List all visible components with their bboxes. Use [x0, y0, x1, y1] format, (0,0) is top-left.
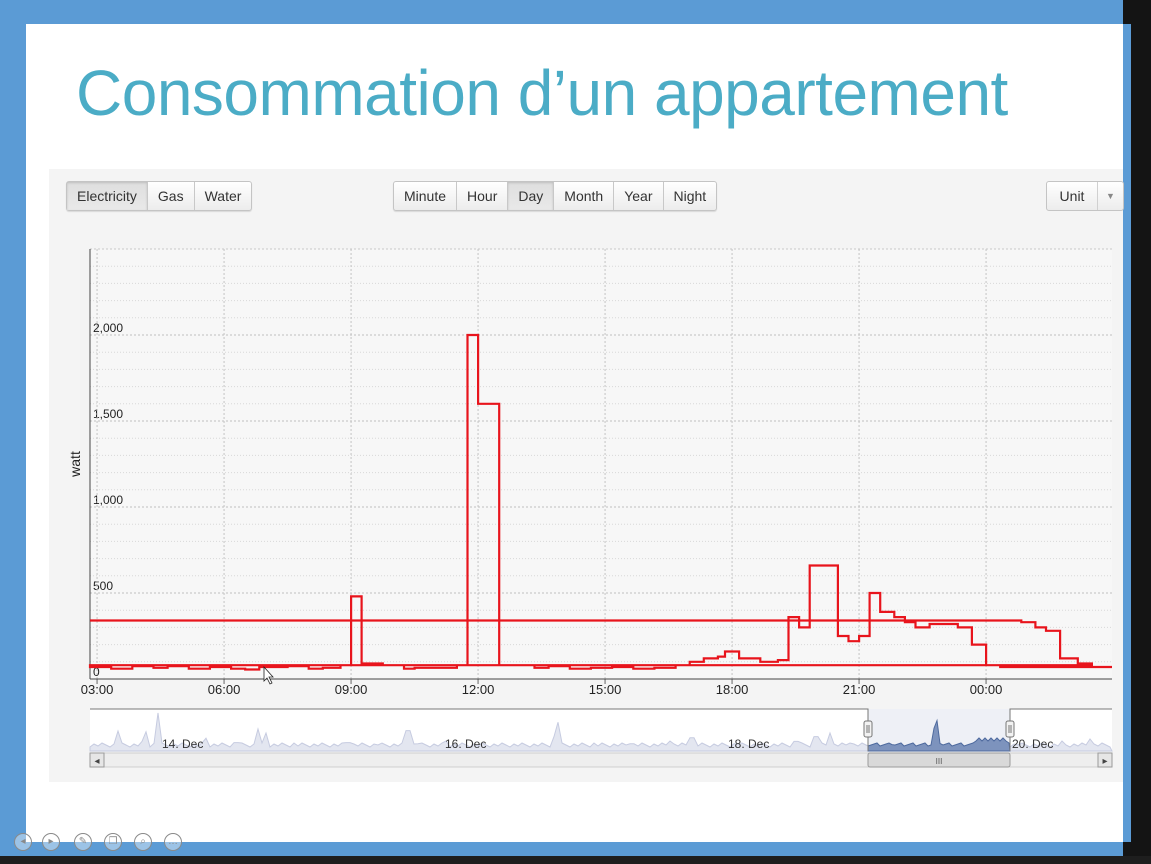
- navigator-scrollbar-thumb[interactable]: [867, 752, 1011, 768]
- tab-year[interactable]: Year: [614, 182, 664, 210]
- navigator-handle[interactable]: [1005, 720, 1015, 738]
- x-tick-label: 00:00: [970, 682, 1003, 697]
- unit-dropdown-label: Unit: [1059, 188, 1085, 204]
- x-tick-label: 18:00: [716, 682, 749, 697]
- scrollbar-grip-icon: III: [936, 757, 943, 766]
- scroll-right-icon: ▸: [1102, 756, 1107, 767]
- tab-month[interactable]: Month: [554, 182, 615, 210]
- tab-water[interactable]: Water: [204, 188, 242, 204]
- previous-slide-icon[interactable]: ◂: [14, 833, 32, 851]
- scroll-left-icon: ◂: [94, 756, 99, 767]
- x-tick-label: 03:00: [81, 682, 114, 697]
- tab-night[interactable]: Night: [673, 188, 707, 204]
- scroll-right-button[interactable]: [1097, 752, 1113, 768]
- slide-title: Consommation d’un appartement: [76, 57, 1008, 129]
- plot-area: [90, 249, 1112, 679]
- mouse-cursor-icon: [263, 665, 274, 685]
- tab-minute[interactable]: Minute: [394, 182, 458, 210]
- navigator-handle[interactable]: [863, 720, 873, 738]
- tab-gas[interactable]: Gas: [148, 182, 195, 210]
- navigator-selected-series: [867, 718, 1011, 752]
- window-bottom-edge: [0, 856, 1151, 864]
- consumption-series-line: [88, 333, 1112, 671]
- y-tick-label: 1,000: [93, 493, 123, 507]
- next-slide-icon[interactable]: ▸: [42, 833, 60, 851]
- y-axis-label: watt: [67, 451, 83, 478]
- x-tick-label: 21:00: [843, 682, 876, 697]
- y-tick-label: 2,000: [93, 321, 123, 335]
- zoom-icon[interactable]: ⌕: [134, 833, 152, 851]
- tab-electricity[interactable]: Electricity: [67, 182, 148, 210]
- x-tick-label: 09:00: [335, 682, 368, 697]
- navigator-date-label: 18. Dec: [728, 737, 769, 751]
- pen-icon[interactable]: ✎: [74, 833, 92, 851]
- y-tick-label: 1,500: [93, 407, 123, 421]
- scroll-left-button[interactable]: [89, 752, 105, 768]
- x-tick-label: 06:00: [208, 682, 241, 697]
- energy-type-selector: Electricity Gas Water: [66, 181, 253, 211]
- range-navigator: 14. Dec 16. Dec 18. Dec 20. Dec III ◂ ▸: [89, 708, 1113, 768]
- x-tick-label: 15:00: [589, 682, 622, 697]
- chevron-down-icon: ▼: [1097, 182, 1123, 210]
- x-tick-label: 12:00: [462, 682, 495, 697]
- tab-hour[interactable]: Hour: [457, 182, 509, 210]
- navigator-date-label: 20. Dec: [1012, 737, 1053, 751]
- handle-grip: [863, 720, 873, 738]
- handle-grip: [1005, 720, 1015, 738]
- unit-dropdown[interactable]: Unit ▼: [1046, 181, 1124, 211]
- period-selector: Minute Hour Day Month Year Night: [393, 181, 718, 211]
- y-tick-label: 500: [93, 579, 113, 593]
- navigator-date-label: 14. Dec: [162, 737, 203, 751]
- more-options-icon[interactable]: …: [164, 833, 182, 851]
- slide-frame-right: [1123, 24, 1131, 842]
- navigator-date-label: 16. Dec: [445, 737, 486, 751]
- tab-day[interactable]: Day: [508, 182, 555, 210]
- slides-icon[interactable]: ❐: [104, 833, 122, 851]
- y-tick-label: 0: [93, 665, 100, 679]
